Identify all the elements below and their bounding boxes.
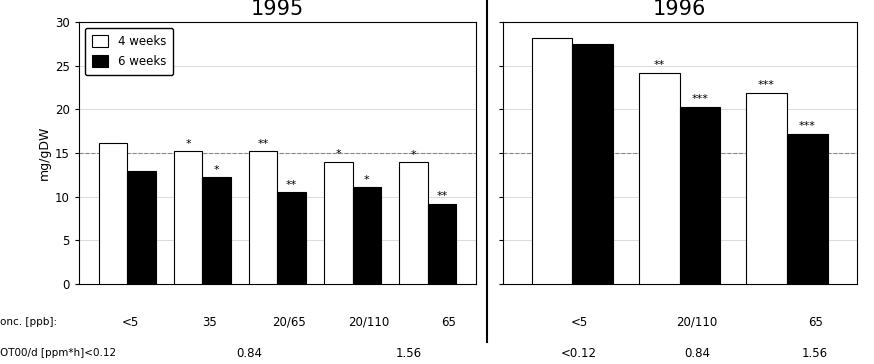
Bar — [352, 187, 381, 284]
Bar — [531, 37, 572, 284]
Text: **: ** — [286, 180, 297, 190]
Text: *: * — [185, 139, 191, 149]
Title: 1996: 1996 — [653, 0, 706, 19]
Text: **: ** — [436, 191, 447, 201]
Text: <5: <5 — [571, 316, 588, 329]
Bar — [203, 177, 231, 284]
Text: 35: 35 — [203, 316, 218, 329]
Text: 1.56: 1.56 — [396, 347, 422, 360]
Text: ***: *** — [758, 80, 775, 90]
Bar — [249, 151, 278, 284]
Text: onc. [ppb]:: onc. [ppb]: — [0, 317, 57, 327]
Text: 20/110: 20/110 — [349, 316, 390, 329]
Text: 65: 65 — [808, 316, 822, 329]
Bar — [399, 162, 427, 284]
Text: *: * — [214, 165, 219, 175]
Text: <0.12: <0.12 — [561, 347, 597, 360]
Text: **: ** — [258, 139, 269, 149]
Bar — [746, 92, 787, 284]
Bar — [99, 143, 128, 284]
Text: 1.56: 1.56 — [802, 347, 829, 360]
Text: ***: *** — [799, 122, 815, 131]
Bar — [787, 134, 828, 284]
Text: *: * — [364, 175, 370, 185]
Text: 20/110: 20/110 — [676, 316, 718, 329]
Text: 65: 65 — [441, 316, 456, 329]
Text: ***: *** — [691, 94, 708, 104]
Text: *: * — [336, 150, 341, 159]
Text: <5: <5 — [121, 316, 139, 329]
Bar — [427, 203, 456, 284]
Bar — [128, 171, 156, 284]
Title: 1995: 1995 — [251, 0, 304, 19]
Text: 0.84: 0.84 — [237, 347, 263, 360]
Bar — [639, 72, 680, 284]
Text: **: ** — [654, 60, 665, 70]
Legend: 4 weeks, 6 weeks: 4 weeks, 6 weeks — [85, 28, 173, 75]
Bar — [174, 151, 203, 284]
Bar — [324, 162, 352, 284]
Text: 0.84: 0.84 — [684, 347, 711, 360]
Text: *: * — [411, 150, 416, 160]
Text: 20/65: 20/65 — [273, 316, 306, 329]
Text: OT00/d [ppm*h]<0.12: OT00/d [ppm*h]<0.12 — [0, 348, 116, 358]
Y-axis label: mg/gDW: mg/gDW — [38, 126, 51, 180]
Bar — [680, 107, 720, 284]
Bar — [572, 44, 613, 284]
Bar — [278, 192, 306, 284]
